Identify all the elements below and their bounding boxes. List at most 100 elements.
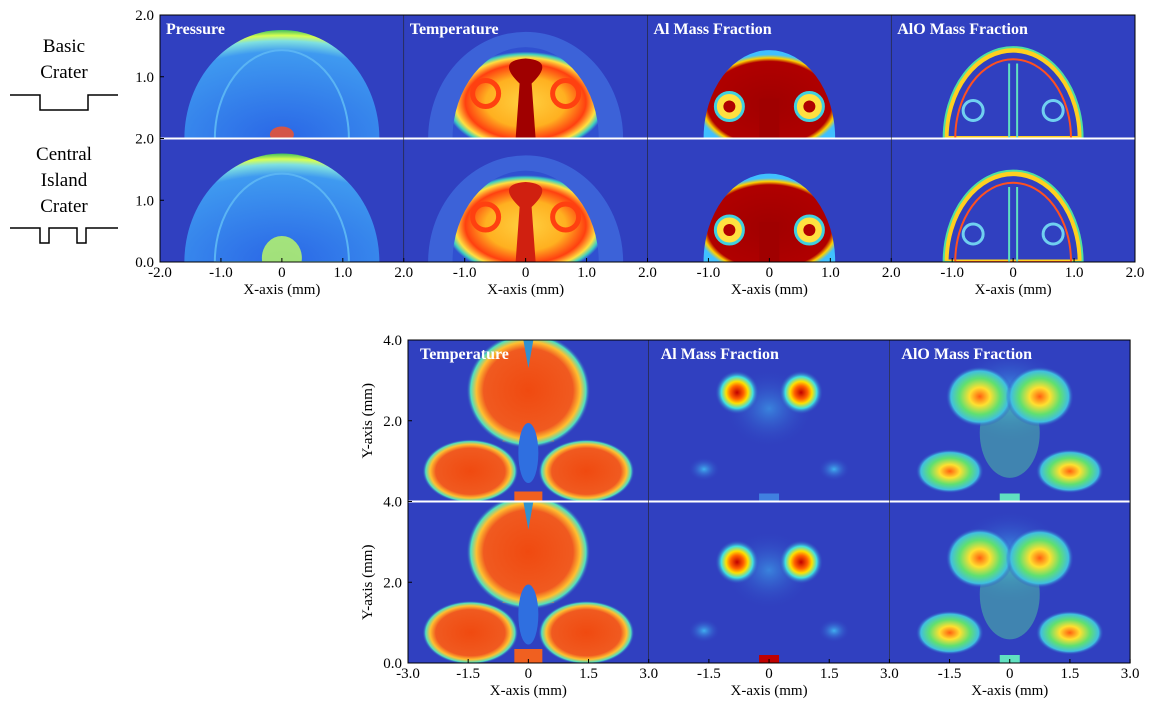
y-tick-label: 2.0 — [135, 132, 154, 148]
alo-lobe — [916, 449, 984, 493]
x-tick-label: 3.0 — [880, 666, 899, 682]
x-axis-label: X-axis (mm) — [731, 282, 808, 298]
panel-title: AlO Mass Fraction — [901, 346, 1032, 363]
x-tick-label: 0 — [1006, 666, 1014, 682]
x-tick-label: -2.0 — [148, 265, 172, 281]
simulation-panel — [891, 139, 1135, 263]
simulation-panel — [649, 340, 890, 502]
alo-lobe — [916, 611, 984, 655]
al-curl-core — [803, 101, 815, 113]
row-label: Island — [41, 170, 88, 191]
x-axis-label: X-axis (mm) — [975, 282, 1052, 298]
figure: Pressure Temperature Al Mass Fraction AlO M… — [0, 0, 1151, 706]
al-curl-core — [803, 224, 815, 236]
simulation-panel — [889, 502, 1130, 664]
island-crater-shape — [10, 228, 118, 243]
x-tick-label: 0 — [525, 666, 533, 682]
panel-background — [891, 139, 1135, 263]
al-stem — [759, 222, 779, 262]
x-tick-label: 0 — [766, 265, 774, 281]
alo-lobe — [1036, 611, 1104, 655]
alo-vortex — [946, 528, 1014, 588]
temperature-lobe — [422, 601, 518, 665]
simulation-panel — [404, 139, 648, 263]
y-tick-label: 2.0 — [383, 414, 402, 430]
x-tick-label: -1.0 — [209, 265, 233, 281]
x-tick-label: -1.0 — [940, 265, 964, 281]
x-tick-label: 0 — [765, 666, 773, 682]
y-tick-label: 1.0 — [135, 193, 154, 209]
x-axis-label: X-axis (mm) — [731, 683, 808, 699]
alo-vortex — [1006, 528, 1074, 588]
x-tick-label: -1.5 — [456, 666, 480, 682]
al-vortex — [715, 540, 759, 584]
x-axis-label: X-axis (mm) — [243, 282, 320, 298]
x-tick-label: 2.0 — [638, 265, 657, 281]
x-tick-label: 0 — [1009, 265, 1017, 281]
al-vortex — [779, 540, 823, 584]
al-wisp — [688, 457, 720, 481]
x-tick-label: -1.0 — [453, 265, 477, 281]
x-tick-label: 1.0 — [1065, 265, 1084, 281]
temperature-jet — [518, 585, 538, 645]
al-wisp — [818, 619, 850, 643]
x-axis-label: X-axis (mm) — [971, 683, 1048, 699]
y-tick-label: 4.0 — [383, 333, 402, 349]
panel-title: Pressure — [166, 21, 225, 38]
x-tick-label: 2.0 — [1126, 265, 1145, 281]
alo-vortex — [946, 367, 1014, 427]
x-tick-label: 0 — [278, 265, 286, 281]
temperature-lobe — [422, 439, 518, 503]
y-tick-label: 4.0 — [383, 495, 402, 511]
panel-title: Temperature — [420, 346, 509, 363]
x-tick-label: 1.5 — [1061, 666, 1080, 682]
x-tick-label: -3.0 — [396, 666, 420, 682]
y-axis-label: Y-axis (mm) — [360, 545, 376, 620]
y-tick-label: 1.0 — [135, 70, 154, 86]
al-wisp — [688, 619, 720, 643]
x-axis-label: X-axis (mm) — [487, 282, 564, 298]
al-curl-core — [723, 224, 735, 236]
simulation-panel — [408, 494, 649, 665]
al-vortex — [715, 370, 759, 414]
temperature-lobe — [538, 601, 634, 665]
x-tick-label: 3.0 — [639, 666, 658, 682]
row-label: Crater — [40, 196, 88, 217]
row-label: Basic — [43, 36, 85, 57]
row-label: Central — [36, 144, 92, 165]
temperature-jet — [518, 423, 538, 483]
x-tick-label: 1.0 — [821, 265, 840, 281]
x-tick-label: 2.0 — [882, 265, 901, 281]
x-axis-label: X-axis (mm) — [490, 683, 567, 699]
x-tick-label: 3.0 — [1121, 666, 1140, 682]
al-stem — [759, 99, 779, 139]
simulation-panel — [889, 340, 1130, 502]
temperature-base — [514, 492, 542, 502]
al-vortex — [779, 370, 823, 414]
alo-base — [1000, 494, 1020, 502]
x-tick-label: -1.5 — [697, 666, 721, 682]
basic-crater-shape — [10, 95, 118, 110]
y-tick-label: 2.0 — [383, 575, 402, 591]
x-tick-label: 1.5 — [820, 666, 839, 682]
simulation-panel — [649, 502, 890, 664]
al-base — [759, 494, 779, 502]
panel-title: AlO Mass Fraction — [897, 21, 1028, 38]
panel-title: Temperature — [410, 21, 499, 38]
x-tick-label: 0 — [522, 265, 530, 281]
panel-title: Al Mass Fraction — [654, 21, 772, 38]
panel-title: Al Mass Fraction — [661, 346, 779, 363]
y-axis-label: Y-axis (mm) — [360, 383, 376, 458]
x-tick-label: -1.0 — [697, 265, 721, 281]
alo-lobe — [1036, 449, 1104, 493]
al-curl-core — [723, 101, 735, 113]
y-tick-label: 2.0 — [135, 8, 154, 24]
x-tick-label: 1.0 — [333, 265, 352, 281]
simulation-panel — [648, 139, 892, 263]
x-tick-label: -1.5 — [938, 666, 962, 682]
al-wisp — [818, 457, 850, 481]
x-tick-label: 1.0 — [577, 265, 596, 281]
alo-vortex — [1006, 367, 1074, 427]
temperature-lobe — [538, 439, 634, 503]
row-label: Crater — [40, 62, 88, 83]
